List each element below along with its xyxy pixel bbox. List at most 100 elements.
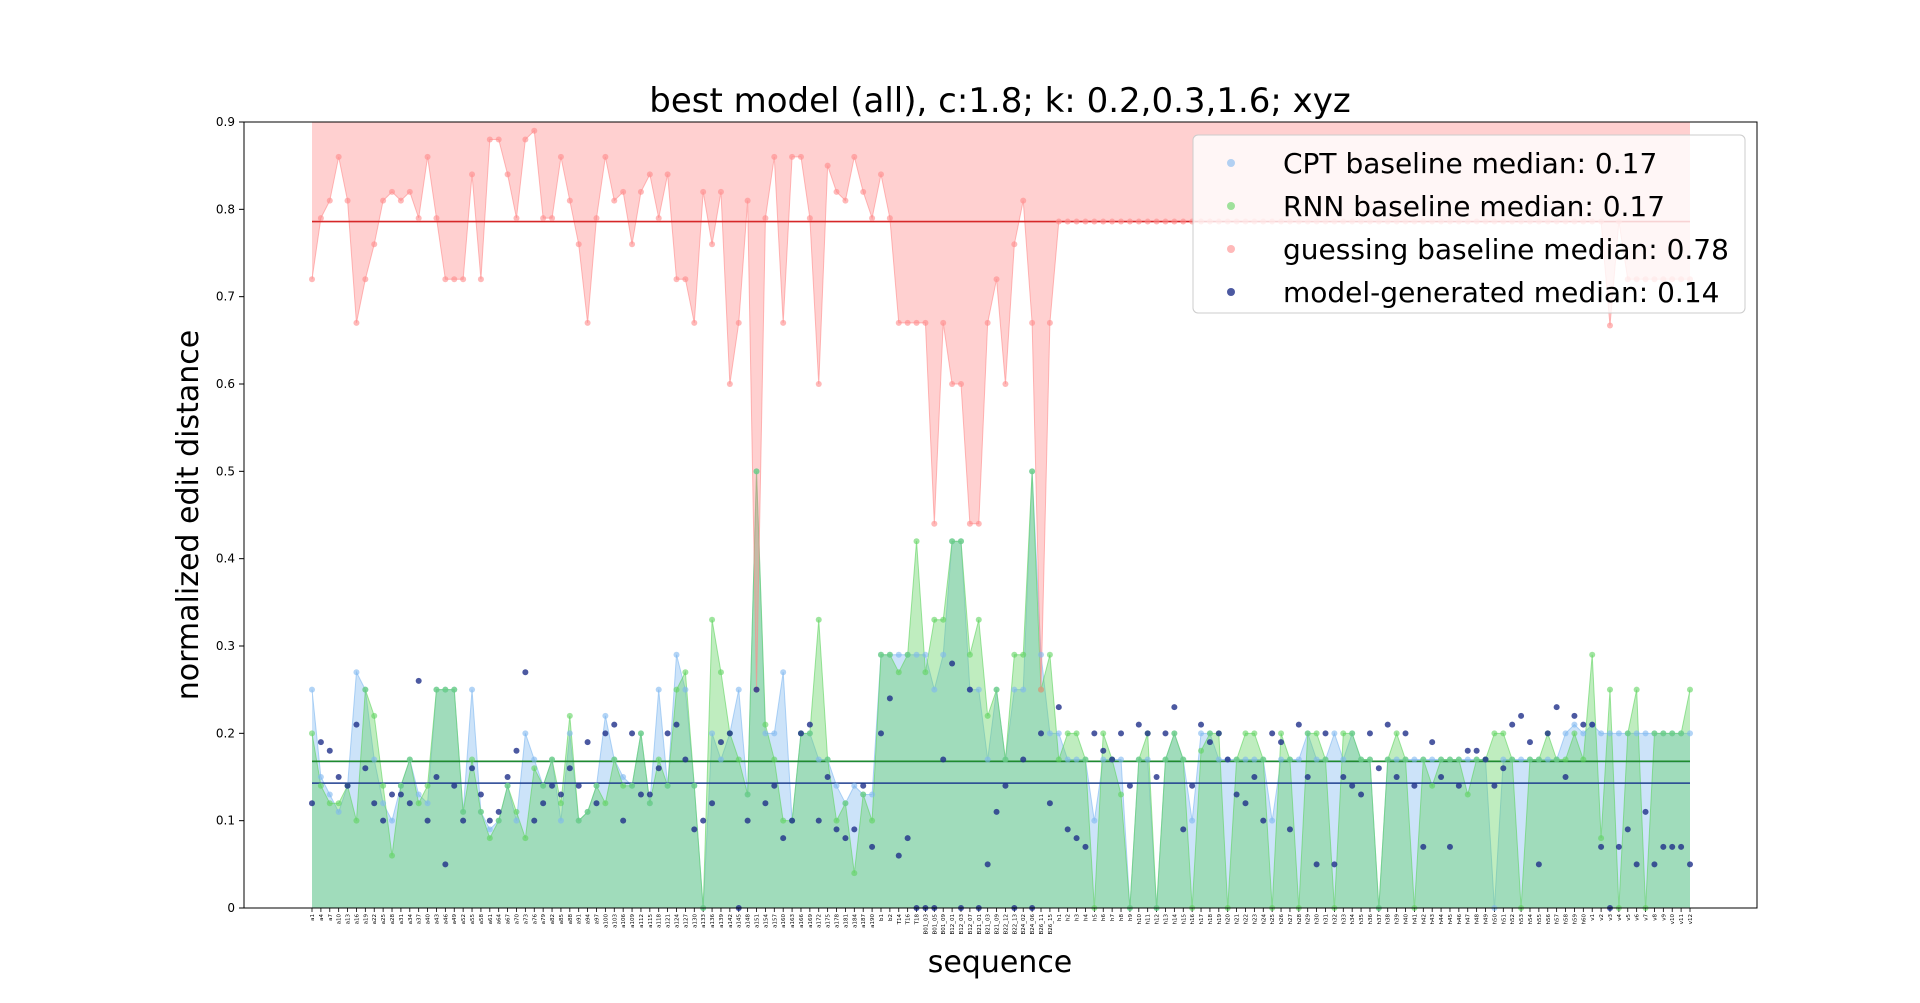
- x-tick-label: a34: [408, 914, 414, 925]
- point: [1455, 756, 1462, 763]
- x-tick-label: a61: [488, 914, 494, 924]
- point: [1002, 756, 1009, 763]
- point: [806, 721, 813, 728]
- x-tick-label: a22: [372, 914, 378, 924]
- point: [451, 782, 458, 789]
- point: [1269, 730, 1276, 737]
- point: [637, 188, 644, 195]
- point: [833, 826, 840, 833]
- x-tick-label: h42: [1421, 914, 1427, 924]
- x-tick-label: B26_11: [1039, 914, 1045, 935]
- point: [1366, 756, 1373, 763]
- x-tick-label: h10: [1137, 913, 1143, 924]
- x-tick-label: h27: [1288, 913, 1294, 924]
- x-tick-label: a124: [675, 914, 681, 928]
- point: [1340, 756, 1347, 763]
- point: [1429, 756, 1436, 763]
- point: [993, 686, 1000, 693]
- point: [780, 835, 787, 842]
- point: [949, 381, 956, 387]
- point: [1313, 861, 1320, 868]
- point: [984, 712, 991, 719]
- point: [1242, 800, 1249, 807]
- x-tick-label: h51: [1501, 914, 1507, 924]
- x-tick-label: h49: [1484, 913, 1490, 924]
- x-tick-label: a13: [346, 914, 352, 925]
- point: [1322, 756, 1329, 763]
- point: [389, 817, 396, 824]
- point: [1242, 756, 1249, 763]
- point: [1482, 756, 1489, 763]
- point: [984, 319, 991, 326]
- point: [1055, 218, 1062, 225]
- point: [664, 730, 671, 737]
- x-tick-label: a16: [354, 914, 360, 925]
- point: [1589, 721, 1596, 728]
- point: [1153, 218, 1160, 225]
- point: [1624, 730, 1631, 737]
- point: [744, 817, 751, 824]
- x-tick-label: h44: [1439, 913, 1445, 924]
- point: [682, 756, 689, 763]
- x-tick-label: h28: [1297, 913, 1303, 924]
- point: [397, 197, 404, 204]
- point: [1180, 826, 1187, 833]
- point: [833, 188, 840, 195]
- x-tick-label: h19: [1217, 913, 1223, 924]
- point: [1384, 756, 1391, 763]
- point: [1206, 730, 1213, 737]
- point: [1393, 774, 1400, 780]
- x-tick-label: h17: [1199, 913, 1205, 924]
- point: [1135, 756, 1142, 763]
- point: [1313, 756, 1320, 763]
- point: [495, 817, 502, 824]
- point: [904, 651, 911, 658]
- point: [317, 215, 324, 222]
- area-fill: [312, 471, 1690, 908]
- point: [1011, 686, 1018, 693]
- point: [1242, 730, 1249, 737]
- point: [1615, 843, 1622, 850]
- point: [460, 808, 467, 815]
- point: [602, 730, 609, 737]
- point: [362, 686, 369, 693]
- point: [655, 686, 662, 693]
- point: [1224, 756, 1231, 763]
- x-tick-label: a70: [514, 914, 520, 925]
- x-tick-label: a157: [772, 914, 778, 928]
- point: [895, 669, 902, 676]
- x-tick-label: v3: [1608, 914, 1614, 921]
- x-tick-label: h30: [1315, 913, 1321, 924]
- point: [620, 774, 627, 780]
- x-tick-label: a100: [603, 914, 609, 928]
- x-tick-label: h53: [1519, 913, 1525, 924]
- x-tick-label: a139: [719, 914, 725, 928]
- point: [655, 765, 662, 772]
- x-tick-label: a184: [852, 914, 858, 928]
- point: [984, 861, 991, 868]
- point: [1091, 730, 1098, 737]
- point: [824, 162, 831, 169]
- x-tick-label: a76: [532, 914, 538, 925]
- x-tick-label: a181: [843, 914, 849, 928]
- point: [797, 730, 804, 737]
- x-tick-label: h56: [1546, 913, 1552, 924]
- y-tick-label: 0.5: [216, 464, 235, 478]
- point: [673, 686, 680, 693]
- point: [549, 215, 556, 222]
- point: [1144, 756, 1151, 763]
- point: [966, 686, 973, 693]
- point: [1562, 756, 1569, 763]
- point: [949, 660, 956, 667]
- point: [1633, 730, 1640, 737]
- point: [540, 215, 547, 222]
- point: [851, 870, 858, 877]
- point: [851, 782, 858, 789]
- x-tick-label: v9: [1661, 914, 1667, 921]
- point: [380, 197, 387, 204]
- x-tick-label: a103: [612, 914, 618, 928]
- point: [1171, 730, 1178, 737]
- point: [1571, 721, 1578, 728]
- x-tick-label: a151: [755, 914, 761, 928]
- point: [1633, 861, 1640, 868]
